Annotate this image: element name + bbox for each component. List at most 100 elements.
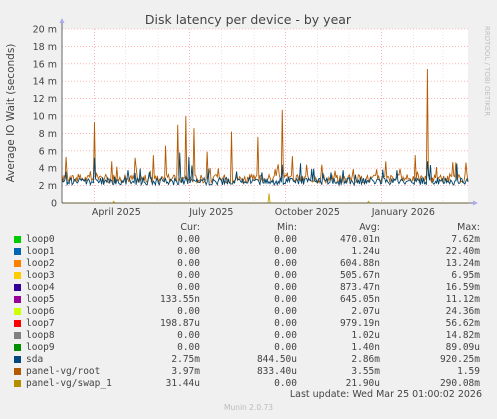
legend-min: 0.00 xyxy=(274,234,297,245)
munin-version: Munin 2.0.73 xyxy=(223,403,274,412)
legend-avg: 2.86m xyxy=(351,354,380,365)
y-tick-label: 6 m xyxy=(39,146,57,157)
y-tick-label: 16 m xyxy=(33,59,57,70)
x-tick-label: April 2025 xyxy=(92,207,141,218)
legend-max: 290.08m xyxy=(439,378,480,389)
legend-name: loop2 xyxy=(26,258,55,269)
legend-row: loop5 133.55n 0.00 645.05n 11.12m xyxy=(0,294,497,306)
legend-min: 0.00 xyxy=(274,282,297,293)
legend-cur: 0.00 xyxy=(177,282,200,293)
legend-cur: 0.00 xyxy=(177,270,200,281)
legend-avg: 873.47n xyxy=(339,282,380,293)
legend-cur: 3.97m xyxy=(171,366,200,377)
legend-max: 89.09u xyxy=(445,342,480,353)
legend-min: 0.00 xyxy=(274,342,297,353)
legend-swatch xyxy=(14,356,21,363)
legend-avg: 979.19n xyxy=(339,318,380,329)
legend-name: loop8 xyxy=(26,330,55,341)
legend-swatch xyxy=(14,248,21,255)
legend-name: sda xyxy=(26,354,44,365)
legend-name: loop5 xyxy=(26,294,55,305)
legend-swatch xyxy=(14,272,21,279)
legend-max: 56.62m xyxy=(445,318,480,329)
legend-min: 0.00 xyxy=(274,378,297,389)
y-tick-label: 18 m xyxy=(33,42,57,53)
header-max: Max: xyxy=(457,222,480,233)
legend-cur: 0.00 xyxy=(177,330,200,341)
legend-row: loop9 0.00 0.00 1.40n 89.09u xyxy=(0,342,497,354)
y-tick-label: 14 m xyxy=(33,77,57,88)
x-tick-label: January 2026 xyxy=(371,207,435,218)
legend-swatch xyxy=(14,332,21,339)
legend-min: 0.00 xyxy=(274,294,297,305)
legend-header: Cur: Min: Avg: Max: xyxy=(0,222,497,234)
header-min: Min: xyxy=(276,222,297,233)
legend-min: 0.00 xyxy=(274,246,297,257)
legend-swatch xyxy=(14,236,21,243)
legend-max: 1.59 xyxy=(457,366,480,377)
legend-max: 920.25m xyxy=(439,354,480,365)
legend-avg: 470.01n xyxy=(339,234,380,245)
legend-cur: 0.00 xyxy=(177,234,200,245)
y-tick-label: 8 m xyxy=(39,129,57,140)
legend-swatch xyxy=(14,284,21,291)
plot-area xyxy=(62,29,468,203)
legend-row: loop2 0.00 0.00 604.88n 13.24m xyxy=(0,258,497,270)
legend-swatch xyxy=(14,368,21,375)
legend-avg: 1.24u xyxy=(351,246,380,257)
y-axis-label: Average IO Wait (seconds) xyxy=(5,44,17,183)
legend-name: loop3 xyxy=(26,270,55,281)
legend-avg: 2.07u xyxy=(351,306,380,317)
header-cur: Cur: xyxy=(180,222,200,233)
legend-name: loop9 xyxy=(26,342,55,353)
legend-avg: 21.90u xyxy=(345,378,380,389)
legend-max: 7.62m xyxy=(451,234,480,245)
legend-swatch xyxy=(14,296,21,303)
legend-max: 6.95m xyxy=(451,270,480,281)
axes xyxy=(59,18,478,206)
legend-cur: 31.44u xyxy=(165,378,200,389)
legend-min: 0.00 xyxy=(274,330,297,341)
legend-name: loop7 xyxy=(26,318,55,329)
legend-name: loop6 xyxy=(26,306,55,317)
legend-row: loop1 0.00 0.00 1.24u 22.40m xyxy=(0,246,497,258)
legend-max: 16.59m xyxy=(445,282,480,293)
y-tick-label: 10 m xyxy=(33,112,57,123)
legend-min: 0.00 xyxy=(274,258,297,269)
legend-min: 833.40u xyxy=(256,366,297,377)
legend-name: panel-vg/root xyxy=(26,366,101,377)
rrdtool-side-label: RRDTOOL / TOBI OETIKER xyxy=(483,26,491,116)
last-update: Last update: Wed Mar 25 01:00:02 2026 xyxy=(289,389,482,400)
y-axis-arrow xyxy=(59,18,65,23)
legend-swatch xyxy=(14,380,21,387)
legend-row: panel-vg/root 3.97m 833.40u 3.55m 1.59 xyxy=(0,366,497,378)
y-tick-label: 0 xyxy=(51,199,57,210)
legend-row: panel-vg/swap_1 31.44u 0.00 21.90u 290.08m xyxy=(0,378,497,390)
legend-cur: 0.00 xyxy=(177,246,200,257)
legend-min: 0.00 xyxy=(274,270,297,281)
legend-max: 24.36m xyxy=(445,306,480,317)
y-tick-label: 2 m xyxy=(39,181,57,192)
series-line-sda xyxy=(61,152,469,187)
legend-row: loop7 198.87u 0.00 979.19n 56.62m xyxy=(0,318,497,330)
legend-row: sda 2.75m 844.50u 2.86m 920.25m xyxy=(0,354,497,366)
legend-name: panel-vg/swap_1 xyxy=(26,378,112,389)
legend-name: loop1 xyxy=(26,246,55,257)
legend-name: loop0 xyxy=(26,234,55,245)
legend-row: loop4 0.00 0.00 873.47n 16.59m xyxy=(0,282,497,294)
grid xyxy=(62,28,468,203)
chart-title: Disk latency per device - by year xyxy=(145,12,352,27)
x-tick-label: October 2025 xyxy=(275,207,340,218)
legend-cur: 198.87u xyxy=(159,318,200,329)
legend-avg: 604.88n xyxy=(339,258,380,269)
legend-avg: 645.05n xyxy=(339,294,380,305)
latency-chart: Disk latency per device - by year Averag… xyxy=(5,12,491,218)
legend-max: 13.24m xyxy=(445,258,480,269)
legend-min: 844.50u xyxy=(256,354,297,365)
legend-max: 11.12m xyxy=(445,294,480,305)
y-tick-label: 4 m xyxy=(39,164,57,175)
legend-max: 14.82m xyxy=(445,330,480,341)
legend-max: 22.40m xyxy=(445,246,480,257)
legend-avg: 505.67n xyxy=(339,270,380,281)
legend-cur: 0.00 xyxy=(177,342,200,353)
